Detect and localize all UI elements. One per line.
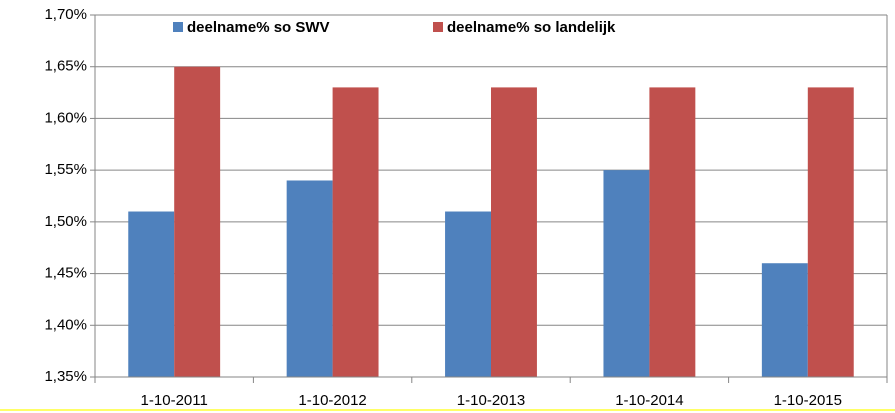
y-tick-label: 1,35% — [44, 368, 87, 385]
bar — [445, 211, 491, 377]
x-tick-label: 1-10-2011 — [141, 392, 208, 409]
bar — [761, 263, 808, 377]
x-tick-label: 1-10-2012 — [298, 392, 366, 409]
x-tick-label: 1-10-2013 — [457, 392, 525, 409]
legend-label: deelname% so landelijk — [447, 19, 616, 36]
bar — [649, 87, 696, 378]
x-tick-label: 1-10-2015 — [774, 392, 842, 409]
y-tick-label: 1,45% — [44, 265, 87, 282]
y-tick-label: 1,50% — [44, 213, 87, 230]
y-tick-label: 1,70% — [44, 6, 87, 23]
bar — [491, 87, 537, 378]
y-tick-label: 1,60% — [44, 109, 87, 126]
legend-swatch — [173, 22, 183, 32]
legend: deelname% so SWV deelname% so landelijk — [173, 19, 616, 36]
legend-label: deelname% so SWV — [187, 19, 330, 36]
bar — [603, 170, 650, 377]
y-tick-label: 1,40% — [44, 316, 87, 333]
y-tick-label: 1,65% — [44, 58, 87, 75]
legend-swatch — [433, 22, 443, 32]
y-tick-label: 1,55% — [44, 161, 87, 178]
bar — [174, 66, 221, 377]
bar — [128, 211, 175, 377]
x-tick-label: 1-10-2014 — [615, 392, 683, 409]
bar — [286, 180, 333, 377]
bar — [807, 87, 854, 378]
bar — [332, 87, 379, 378]
